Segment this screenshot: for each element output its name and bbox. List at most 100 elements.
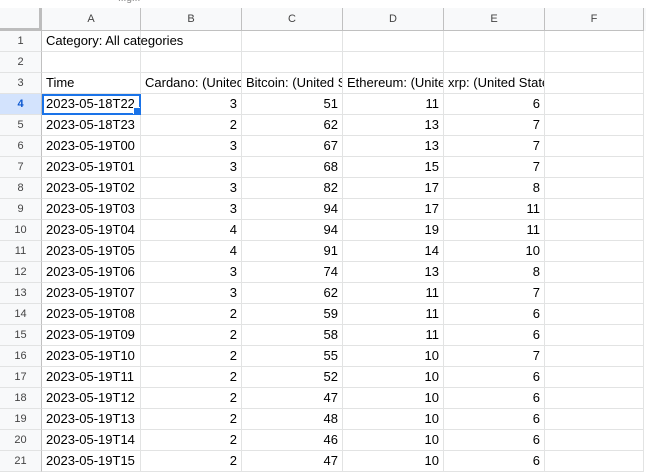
- cell-b11[interactable]: 4: [141, 241, 242, 262]
- cell-a13[interactable]: 2023-05-19T07: [42, 283, 141, 304]
- cell-a19[interactable]: 2023-05-19T13: [42, 409, 141, 430]
- cell-d13[interactable]: 11: [343, 283, 444, 304]
- cell-a3[interactable]: Time: [42, 73, 141, 94]
- cell-e9[interactable]: 11: [444, 199, 545, 220]
- cell-b19[interactable]: 2: [141, 409, 242, 430]
- cell-a4[interactable]: 2023-05-18T22: [42, 94, 141, 115]
- cell-c18[interactable]: 47: [242, 388, 343, 409]
- cell-c7[interactable]: 68: [242, 157, 343, 178]
- cell-d16[interactable]: 10: [343, 346, 444, 367]
- cell-c16[interactable]: 55: [242, 346, 343, 367]
- cell-f5[interactable]: [545, 115, 644, 136]
- row-header[interactable]: 1: [0, 31, 42, 52]
- cell-d1[interactable]: [343, 31, 444, 52]
- cell-d5[interactable]: 13: [343, 115, 444, 136]
- cell-f10[interactable]: [545, 220, 644, 241]
- cell-f18[interactable]: [545, 388, 644, 409]
- cell-d15[interactable]: 11: [343, 325, 444, 346]
- cell-a18[interactable]: 2023-05-19T12: [42, 388, 141, 409]
- column-header-f[interactable]: F: [545, 8, 644, 31]
- cell-d12[interactable]: 13: [343, 262, 444, 283]
- cell-f8[interactable]: [545, 178, 644, 199]
- cell-a1[interactable]: Category: All categories: [42, 31, 183, 52]
- cell-c19[interactable]: 48: [242, 409, 343, 430]
- row-header[interactable]: 7: [0, 157, 42, 178]
- cell-c20[interactable]: 46: [242, 430, 343, 451]
- cell-b10[interactable]: 4: [141, 220, 242, 241]
- row-header[interactable]: 10: [0, 220, 42, 241]
- cell-e14[interactable]: 6: [444, 304, 545, 325]
- row-header[interactable]: 18: [0, 388, 42, 409]
- row-header[interactable]: 14: [0, 304, 42, 325]
- cell-e17[interactable]: 6: [444, 367, 545, 388]
- cell-a11[interactable]: 2023-05-19T05: [42, 241, 141, 262]
- cell-c21[interactable]: 47: [242, 451, 343, 472]
- column-header-b[interactable]: B: [141, 8, 242, 31]
- row-header[interactable]: 9: [0, 199, 42, 220]
- cell-a6[interactable]: 2023-05-19T00: [42, 136, 141, 157]
- cell-e19[interactable]: 6: [444, 409, 545, 430]
- cell-e18[interactable]: 6: [444, 388, 545, 409]
- row-header[interactable]: 16: [0, 346, 42, 367]
- cell-b21[interactable]: 2: [141, 451, 242, 472]
- cell-d20[interactable]: 10: [343, 430, 444, 451]
- cell-b7[interactable]: 3: [141, 157, 242, 178]
- cell-a20[interactable]: 2023-05-19T14: [42, 430, 141, 451]
- row-header[interactable]: 3: [0, 73, 42, 94]
- cell-d2[interactable]: [343, 52, 444, 73]
- cell-a9[interactable]: 2023-05-19T03: [42, 199, 141, 220]
- cell-e1[interactable]: [444, 31, 545, 52]
- cell-b15[interactable]: 2: [141, 325, 242, 346]
- cell-f14[interactable]: [545, 304, 644, 325]
- cell-b3[interactable]: Cardano: (United States): [141, 73, 242, 94]
- cell-b17[interactable]: 2: [141, 367, 242, 388]
- row-header[interactable]: 8: [0, 178, 42, 199]
- column-header-e[interactable]: E: [444, 8, 545, 31]
- cell-c9[interactable]: 94: [242, 199, 343, 220]
- cell-f15[interactable]: [545, 325, 644, 346]
- cell-d17[interactable]: 10: [343, 367, 444, 388]
- cell-d19[interactable]: 10: [343, 409, 444, 430]
- cell-e3[interactable]: xrp: (United States): [444, 73, 545, 94]
- cell-f4[interactable]: [545, 94, 644, 115]
- cell-a17[interactable]: 2023-05-19T11: [42, 367, 141, 388]
- cell-e6[interactable]: 7: [444, 136, 545, 157]
- cell-c11[interactable]: 91: [242, 241, 343, 262]
- cell-f16[interactable]: [545, 346, 644, 367]
- cell-e13[interactable]: 7: [444, 283, 545, 304]
- cell-e12[interactable]: 8: [444, 262, 545, 283]
- row-header[interactable]: 2: [0, 52, 42, 73]
- cell-d8[interactable]: 17: [343, 178, 444, 199]
- row-header[interactable]: 5: [0, 115, 42, 136]
- cell-a5[interactable]: 2023-05-18T23: [42, 115, 141, 136]
- cell-b1[interactable]: [141, 31, 242, 52]
- cell-d14[interactable]: 11: [343, 304, 444, 325]
- cell-f6[interactable]: [545, 136, 644, 157]
- column-header-d[interactable]: D: [343, 8, 444, 31]
- cell-e16[interactable]: 7: [444, 346, 545, 367]
- cell-d4[interactable]: 11: [343, 94, 444, 115]
- row-header[interactable]: 21: [0, 451, 42, 472]
- row-header[interactable]: 15: [0, 325, 42, 346]
- cell-c10[interactable]: 94: [242, 220, 343, 241]
- cell-a16[interactable]: 2023-05-19T10: [42, 346, 141, 367]
- cell-d9[interactable]: 17: [343, 199, 444, 220]
- row-header[interactable]: 12: [0, 262, 42, 283]
- cell-b18[interactable]: 2: [141, 388, 242, 409]
- cell-f7[interactable]: [545, 157, 644, 178]
- cell-b16[interactable]: 2: [141, 346, 242, 367]
- cell-c6[interactable]: 67: [242, 136, 343, 157]
- cell-a8[interactable]: 2023-05-19T02: [42, 178, 141, 199]
- cell-e7[interactable]: 7: [444, 157, 545, 178]
- cell-c2[interactable]: [242, 52, 343, 73]
- cell-f13[interactable]: [545, 283, 644, 304]
- cell-b12[interactable]: 3: [141, 262, 242, 283]
- cell-e20[interactable]: 6: [444, 430, 545, 451]
- cell-f19[interactable]: [545, 409, 644, 430]
- cell-e2[interactable]: [444, 52, 545, 73]
- cell-c1[interactable]: [242, 31, 343, 52]
- cell-e11[interactable]: 10: [444, 241, 545, 262]
- cell-a7[interactable]: 2023-05-19T01: [42, 157, 141, 178]
- cell-b8[interactable]: 3: [141, 178, 242, 199]
- cell-a14[interactable]: 2023-05-19T08: [42, 304, 141, 325]
